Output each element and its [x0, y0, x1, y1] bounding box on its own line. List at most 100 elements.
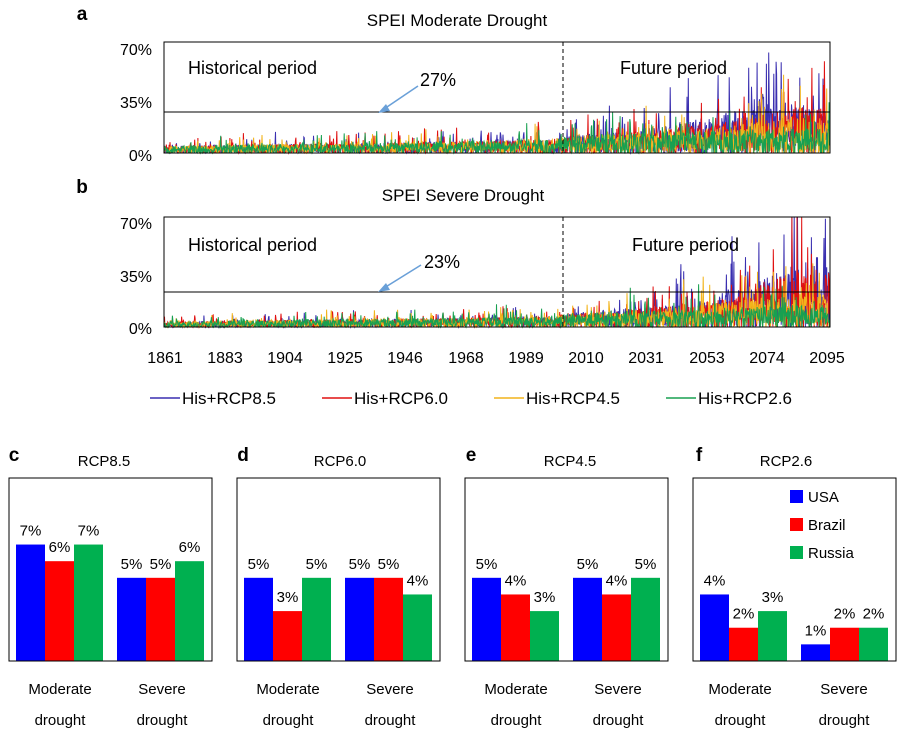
panel-b-arrow	[383, 264, 422, 289]
x-tick: 1861	[147, 350, 183, 367]
bar-value-label: 3%	[534, 589, 556, 606]
bar-value-label: 5%	[577, 556, 599, 573]
panel-f-bars: 4% 2% 3% 1% 2% 2%	[700, 572, 888, 661]
panel-a-plot-frame	[163, 41, 831, 154]
panel-b-threshold-label: 23%	[424, 252, 460, 272]
bar-value-label: 2%	[834, 606, 856, 623]
bar-usa-moderate	[700, 594, 729, 661]
panel-b-ytick-70: 70%	[120, 216, 152, 233]
panel-e-frame	[464, 477, 669, 662]
panel-c-cat-moderate-1: Moderate	[28, 681, 91, 698]
panel-e-title: RCP4.5	[544, 453, 597, 470]
x-tick: 1989	[508, 350, 544, 367]
bar-brazil-moderate	[45, 561, 74, 661]
x-axis-ticks: 1861 1883 1904 1925 1946 1968 1989 2010 …	[147, 350, 845, 367]
legend-label-russia: Russia	[808, 545, 855, 562]
bar-usa-severe	[345, 577, 374, 661]
legend-label-usa: USA	[808, 489, 839, 506]
panel-f: f RCP2.6 4% 2% 3% 1% 2% 2% Moderate drought S…	[692, 445, 897, 729]
panel-a-future-label: Future period	[620, 58, 727, 78]
legend-swatch-brazil	[790, 518, 803, 531]
panel-d-bars: 5% 3% 5% 5% 5% 4%	[244, 556, 432, 661]
panel-e-cat-severe-2: drought	[593, 712, 645, 729]
panel-b-title: SPEI Severe Drought	[382, 186, 545, 205]
panel-f-cat-moderate-2: drought	[715, 712, 767, 729]
bar-brazil-moderate	[273, 611, 302, 661]
panel-c-bars: 7% 6% 7% 5% 5% 6%	[16, 523, 204, 661]
bar-usa-moderate	[472, 577, 501, 661]
panel-d-cat-moderate-1: Moderate	[256, 681, 319, 698]
x-tick: 1904	[267, 350, 303, 367]
legend-swatch-russia	[790, 546, 803, 559]
bar-usa-moderate	[16, 544, 45, 661]
bar-value-label: 4%	[704, 572, 726, 589]
series-line-rcp26	[163, 102, 830, 155]
panel-d-letter: d	[237, 445, 249, 466]
panel-b-future-label: Future period	[632, 235, 739, 255]
bar-value-label: 4%	[407, 572, 429, 589]
bar-value-label: 3%	[762, 589, 784, 606]
legend-label-rcp45: His+RCP4.5	[526, 389, 620, 408]
legend-label-rcp85: His+RCP8.5	[182, 389, 276, 408]
panel-f-frame	[692, 477, 897, 662]
bar-usa-moderate	[244, 577, 273, 661]
bar-brazil-moderate	[729, 627, 758, 661]
panel-a-ytick-70: 70%	[120, 42, 152, 59]
panel-e: e RCP4.5 5% 4% 3% 5% 4% 5% Moderate drought S…	[464, 445, 669, 729]
legend-label-brazil: Brazil	[808, 517, 846, 534]
bar-russia-moderate	[302, 577, 331, 661]
bar-russia-moderate	[530, 611, 559, 661]
timeseries-legend: His+RCP8.5 His+RCP6.0 His+RCP4.5 His+RCP…	[150, 389, 792, 408]
bar-value-label: 7%	[20, 523, 42, 540]
panel-d: d RCP6.0 5% 3% 5% 5% 5% 4% Moderate drought S…	[236, 445, 441, 729]
panel-a: a SPEI Moderate Drought 70% 35% 0% Histo…	[77, 4, 831, 165]
panel-e-bars: 5% 4% 3% 5% 4% 5%	[472, 556, 660, 661]
bar-brazil-severe	[830, 627, 859, 661]
panel-c-frame	[8, 477, 213, 662]
bar-value-label: 6%	[49, 539, 71, 556]
panel-f-cat-severe-1: Severe	[820, 681, 868, 698]
panel-d-cat-moderate-2: drought	[263, 712, 315, 729]
bar-legend: USA Brazil Russia	[790, 489, 855, 562]
bar-brazil-severe	[374, 577, 403, 661]
panel-a-title: SPEI Moderate Drought	[367, 11, 548, 30]
bar-brazil-severe	[146, 577, 175, 661]
panel-a-threshold-label: 27%	[420, 70, 456, 90]
panel-e-cat-severe-1: Severe	[594, 681, 642, 698]
bar-value-label: 2%	[863, 606, 885, 623]
panel-f-cat-severe-2: drought	[819, 712, 871, 729]
panel-f-letter: f	[696, 445, 703, 466]
panel-a-ytick-0: 0%	[129, 148, 152, 165]
bar-value-label: 7%	[78, 523, 100, 540]
bar-value-label: 5%	[476, 556, 498, 573]
bar-brazil-severe	[602, 594, 631, 661]
panel-d-title: RCP6.0	[314, 453, 367, 470]
panel-d-cat-severe-1: Severe	[366, 681, 414, 698]
panel-a-ytick-35: 35%	[120, 95, 152, 112]
panel-b-arrowhead	[378, 283, 390, 292]
bar-russia-moderate	[758, 611, 787, 661]
bar-value-label: 6%	[179, 539, 201, 556]
x-tick: 1968	[448, 350, 484, 367]
bar-value-label: 4%	[505, 572, 527, 589]
x-tick: 2053	[689, 350, 725, 367]
bar-value-label: 3%	[277, 589, 299, 606]
bar-usa-severe	[117, 577, 146, 661]
legend-label-rcp60: His+RCP6.0	[354, 389, 448, 408]
bar-usa-severe	[801, 644, 830, 661]
panel-a-historical-label: Historical period	[188, 58, 317, 78]
panel-a-arrowhead	[378, 104, 390, 113]
bar-value-label: 5%	[635, 556, 657, 573]
bar-usa-severe	[573, 577, 602, 661]
panel-c-cat-moderate-2: drought	[35, 712, 87, 729]
x-tick: 1925	[327, 350, 363, 367]
panel-a-letter: a	[77, 4, 88, 25]
x-tick: 2095	[809, 350, 845, 367]
x-tick: 2074	[749, 350, 785, 367]
bar-value-label: 5%	[248, 556, 270, 573]
series-line-rcp26	[163, 284, 830, 329]
x-tick: 1883	[207, 350, 243, 367]
panel-a-series	[163, 52, 830, 155]
bar-brazil-moderate	[501, 594, 530, 661]
panel-b-plot-frame	[163, 216, 831, 328]
